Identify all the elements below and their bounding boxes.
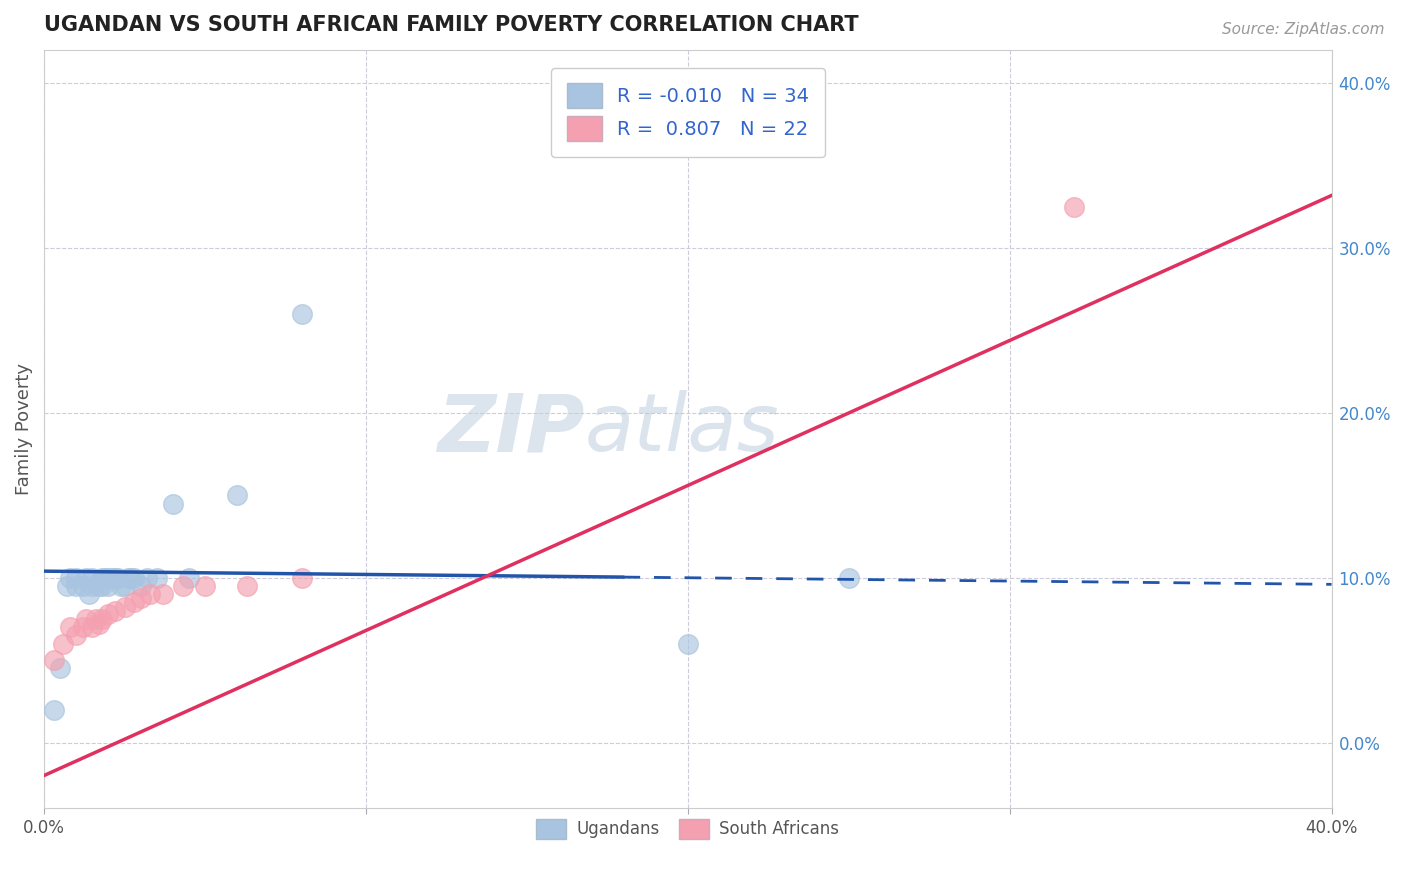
Point	[82, 571, 104, 585]
Point	[84, 612, 107, 626]
Legend: Ugandans, South Africans: Ugandans, South Africans	[530, 812, 846, 846]
Point	[42, 702, 65, 716]
Point	[87, 579, 110, 593]
Point	[59, 571, 82, 585]
Point	[59, 620, 82, 634]
Text: Source: ZipAtlas.com: Source: ZipAtlas.com	[1222, 22, 1385, 37]
Point	[177, 571, 200, 585]
Text: ZIP: ZIP	[437, 391, 585, 468]
Point	[75, 612, 97, 626]
Point	[97, 607, 120, 621]
Point	[120, 571, 142, 585]
Point	[97, 571, 120, 585]
Text: UGANDAN VS SOUTH AFRICAN FAMILY POVERTY CORRELATION CHART: UGANDAN VS SOUTH AFRICAN FAMILY POVERTY …	[44, 15, 859, 35]
Point	[152, 587, 174, 601]
Point	[172, 579, 194, 593]
Point	[65, 579, 87, 593]
Point	[162, 497, 184, 511]
Y-axis label: Family Poverty: Family Poverty	[15, 363, 32, 495]
Point	[91, 612, 114, 626]
Point	[1063, 200, 1085, 214]
Text: atlas: atlas	[585, 391, 779, 468]
Point	[194, 579, 217, 593]
Point	[104, 571, 127, 585]
Point	[55, 579, 77, 593]
Point	[97, 579, 120, 593]
Point	[72, 620, 94, 634]
Point	[122, 595, 145, 609]
Point	[291, 571, 314, 585]
Point	[104, 604, 127, 618]
Point	[91, 579, 114, 593]
Point	[52, 637, 75, 651]
Point	[110, 579, 132, 593]
Point	[42, 653, 65, 667]
Point	[75, 571, 97, 585]
Point	[236, 579, 259, 593]
Point	[65, 571, 87, 585]
Point	[87, 616, 110, 631]
Point	[676, 637, 699, 651]
Point	[136, 571, 159, 585]
Point	[291, 307, 314, 321]
Point	[107, 571, 129, 585]
Point	[145, 571, 167, 585]
Point	[139, 587, 162, 601]
Point	[122, 571, 145, 585]
Point	[129, 579, 152, 593]
Point	[226, 488, 249, 502]
Point	[49, 661, 72, 675]
Point	[91, 571, 114, 585]
Point	[94, 571, 117, 585]
Point	[114, 600, 136, 615]
Point	[838, 571, 860, 585]
Point	[77, 587, 100, 601]
Point	[82, 620, 104, 634]
Point	[129, 591, 152, 605]
Point	[65, 628, 87, 642]
Point	[114, 579, 136, 593]
Point	[100, 571, 122, 585]
Point	[117, 571, 139, 585]
Point	[82, 579, 104, 593]
Point	[72, 579, 94, 593]
